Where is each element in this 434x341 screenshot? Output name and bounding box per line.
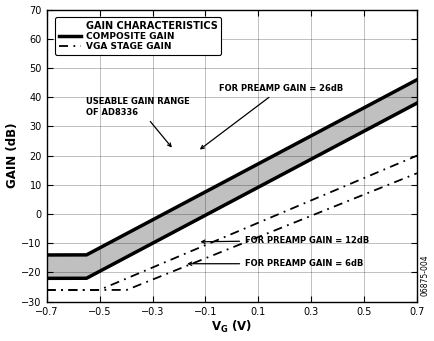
Legend: GAIN CHARACTERISTICS, COMPOSITE GAIN, VGA STAGE GAIN: GAIN CHARACTERISTICS, COMPOSITE GAIN, VG… [55,17,220,55]
Text: FOR PREAMP GAIN = 26dB: FOR PREAMP GAIN = 26dB [201,84,342,149]
Y-axis label: GAIN (dB): GAIN (dB) [6,123,19,188]
Text: FOR PREAMP GAIN = 12dB: FOR PREAMP GAIN = 12dB [201,236,368,245]
Text: USEABLE GAIN RANGE
OF AD8336: USEABLE GAIN RANGE OF AD8336 [86,97,190,147]
X-axis label: V$_G$ (V): V$_G$ (V) [211,319,252,336]
Text: 06875-004: 06875-004 [420,254,429,296]
Text: FOR PREAMP GAIN = 6dB: FOR PREAMP GAIN = 6dB [188,259,363,268]
